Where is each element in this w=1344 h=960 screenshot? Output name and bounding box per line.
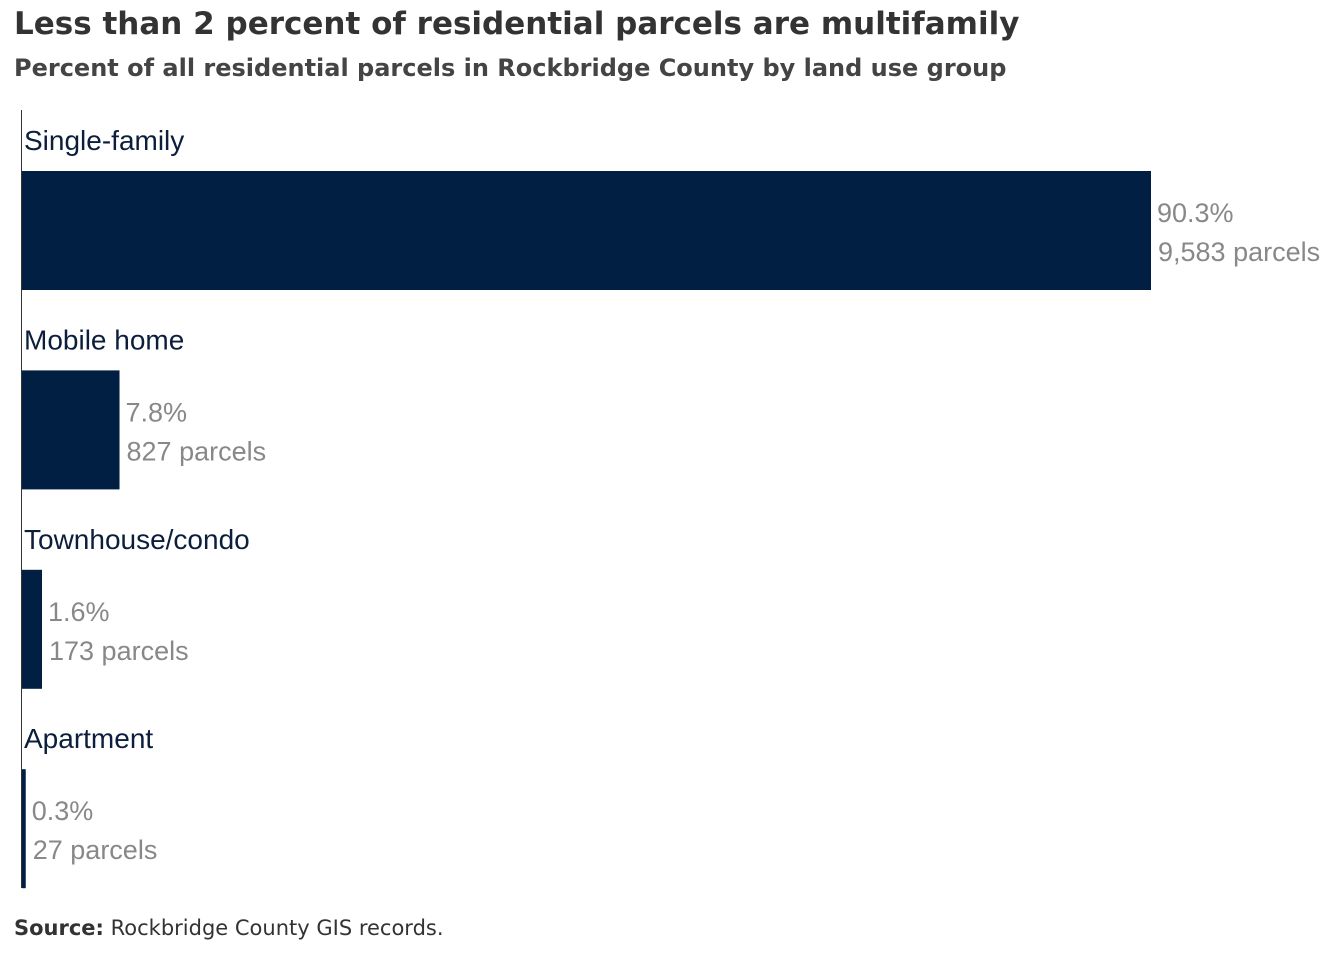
bar — [22, 370, 120, 490]
category-label: Apartment — [24, 723, 153, 754]
category-label: Mobile home — [24, 324, 184, 355]
source-text: Rockbridge County GIS records. — [103, 916, 444, 940]
value-label: 1.6% — [48, 597, 110, 627]
parcel-count-label: 9,583 parcels — [1158, 237, 1320, 267]
value-label: 0.3% — [32, 796, 94, 826]
value-label: 7.8% — [126, 397, 188, 427]
parcel-count-label: 173 parcels — [49, 636, 189, 666]
bar — [22, 769, 26, 889]
category-label: Townhouse/condo — [24, 524, 250, 555]
bar — [22, 569, 43, 689]
chart-title: Less than 2 percent of residential parce… — [14, 6, 1020, 42]
value-label: 90.3% — [1157, 198, 1234, 228]
bars-layer: Single-family 90.3% 9,583 parcels Mobile ho… — [22, 125, 1320, 889]
source-label: Source: — [14, 916, 104, 940]
category-label: Single-family — [24, 125, 184, 156]
chart-subtitle: Percent of all residential parcels in Ro… — [14, 54, 1007, 82]
source-note: Source: Rockbridge County GIS records. — [14, 916, 444, 940]
parcel-count-label: 27 parcels — [33, 835, 158, 865]
bar-chart: Single-family 90.3% 9,583 parcels Mobile ho… — [21, 110, 1320, 889]
bar — [22, 171, 1151, 290]
parcel-count-label: 827 parcels — [127, 436, 267, 466]
